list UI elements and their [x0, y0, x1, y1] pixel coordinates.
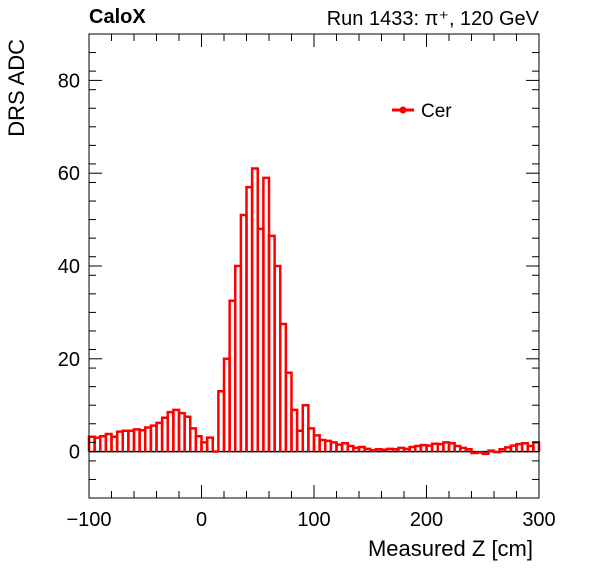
y-tick-label: 80 — [58, 70, 80, 92]
x-tick-label: −100 — [66, 509, 111, 531]
y-tick-label: 20 — [58, 349, 80, 371]
y-tick-label: 0 — [69, 442, 80, 464]
legend: Cer — [392, 101, 452, 122]
run-info-label: Run 1433: π⁺, 120 GeV — [326, 8, 539, 30]
x-tick-label: 200 — [410, 509, 443, 531]
plot-frame — [88, 33, 540, 499]
x-tick-label: 100 — [297, 509, 330, 531]
y-tick-label: 40 — [58, 256, 80, 278]
experiment-label: CaloX — [89, 6, 146, 28]
histogram-bin — [487, 449, 496, 452]
histogram-bin — [205, 436, 214, 452]
x-tick-label: 300 — [522, 509, 555, 531]
histogram-bin — [481, 451, 490, 456]
y-axis-label: DRS ADC — [4, 39, 29, 137]
x-axis-label: Measured Z [cm] — [368, 536, 533, 561]
y-tick-labels: 0 20 40 60 80 — [58, 70, 80, 463]
legend-entry-cer: Cer — [421, 101, 452, 122]
x-tick-labels: −100 0 100 200 300 — [66, 509, 555, 531]
y-tick-label: 60 — [58, 163, 80, 185]
histogram-bin — [464, 448, 473, 452]
axis-ticks — [88, 33, 540, 499]
histogram-bin — [532, 441, 541, 452]
x-tick-label: 0 — [196, 509, 207, 531]
plot-area — [87, 167, 541, 456]
legend-marker-dot — [399, 106, 407, 114]
